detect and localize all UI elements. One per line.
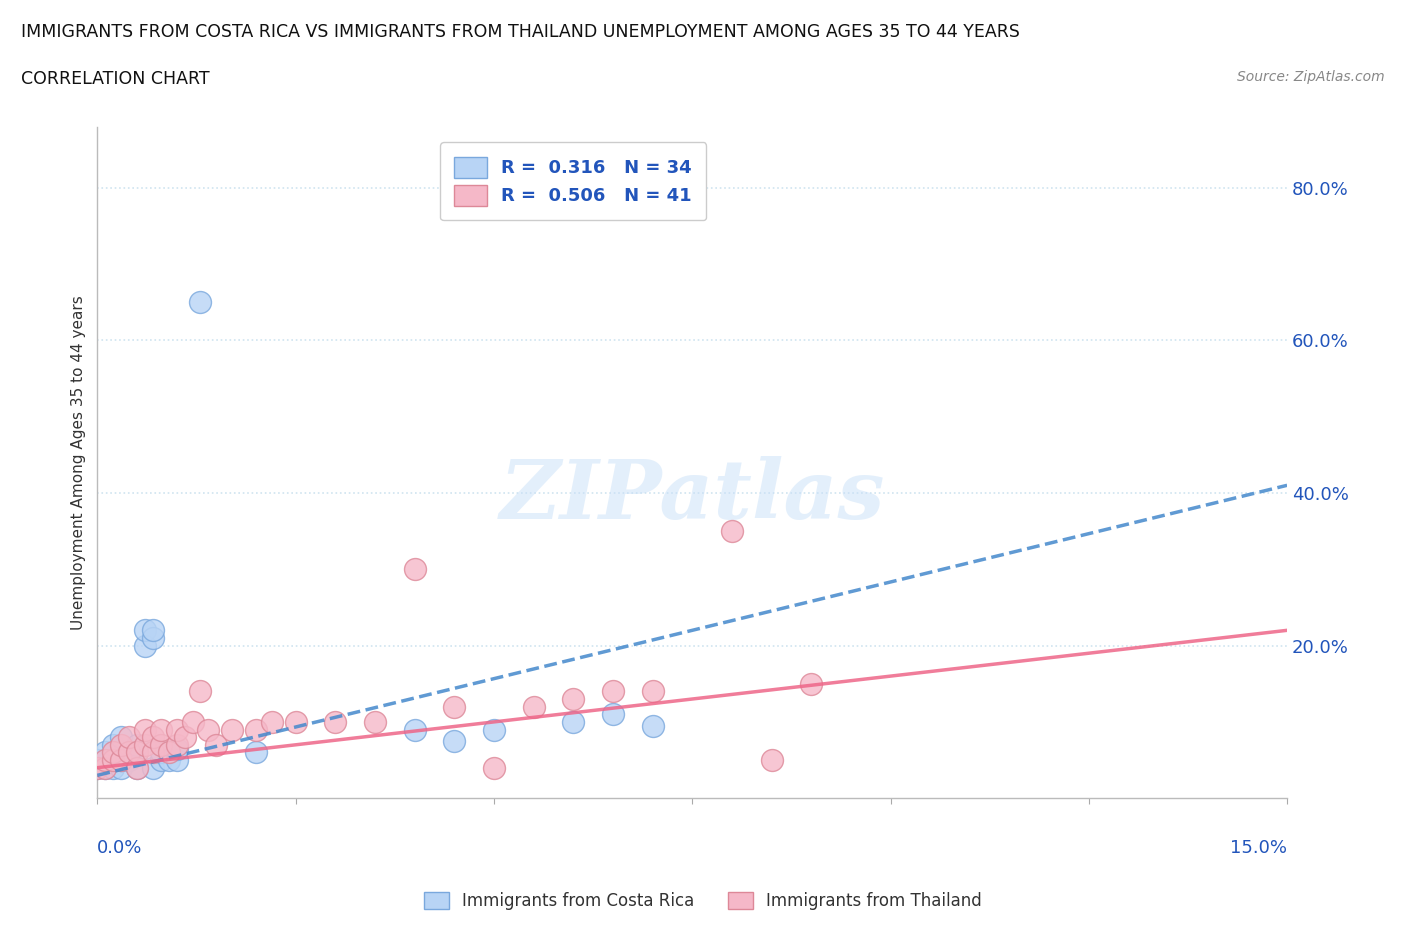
Point xyxy=(166,752,188,767)
Point xyxy=(125,745,148,760)
Point xyxy=(260,714,283,729)
Point xyxy=(110,730,132,745)
Point xyxy=(118,730,141,745)
Point xyxy=(110,752,132,767)
Point xyxy=(103,737,125,752)
Point xyxy=(800,676,823,691)
Point xyxy=(149,745,172,760)
Point xyxy=(142,760,165,775)
Point xyxy=(602,684,624,698)
Point xyxy=(443,734,465,749)
Point xyxy=(134,737,156,752)
Point xyxy=(364,714,387,729)
Point xyxy=(103,752,125,767)
Point xyxy=(562,714,585,729)
Point xyxy=(761,752,783,767)
Point xyxy=(245,722,267,737)
Point xyxy=(94,745,117,760)
Point xyxy=(142,623,165,638)
Point xyxy=(166,737,188,752)
Point xyxy=(245,745,267,760)
Point xyxy=(157,752,180,767)
Point xyxy=(134,638,156,653)
Point xyxy=(125,737,148,752)
Point xyxy=(166,722,188,737)
Point xyxy=(323,714,346,729)
Point xyxy=(404,562,426,577)
Point xyxy=(103,745,125,760)
Point xyxy=(157,745,180,760)
Point xyxy=(94,752,117,767)
Point xyxy=(149,752,172,767)
Point xyxy=(190,295,212,310)
Point xyxy=(118,745,141,760)
Point xyxy=(602,707,624,722)
Text: CORRELATION CHART: CORRELATION CHART xyxy=(21,70,209,87)
Point xyxy=(103,752,125,767)
Point xyxy=(125,760,148,775)
Point xyxy=(221,722,243,737)
Point xyxy=(125,760,148,775)
Point xyxy=(482,722,505,737)
Point xyxy=(134,623,156,638)
Point xyxy=(103,760,125,775)
Point xyxy=(562,692,585,707)
Point xyxy=(205,737,228,752)
Point xyxy=(149,722,172,737)
Point xyxy=(134,722,156,737)
Text: 0.0%: 0.0% xyxy=(97,839,143,857)
Point xyxy=(86,752,108,767)
Legend: R =  0.316   N = 34, R =  0.506   N = 41: R = 0.316 N = 34, R = 0.506 N = 41 xyxy=(440,142,706,220)
Point xyxy=(142,730,165,745)
Point xyxy=(118,752,141,767)
Point xyxy=(166,741,188,756)
Point xyxy=(94,752,117,767)
Point xyxy=(149,737,172,752)
Point xyxy=(110,760,132,775)
Point xyxy=(721,524,744,538)
Point xyxy=(523,699,546,714)
Point xyxy=(404,722,426,737)
Point xyxy=(110,737,132,752)
Point xyxy=(197,722,219,737)
Point xyxy=(641,684,664,698)
Text: IMMIGRANTS FROM COSTA RICA VS IMMIGRANTS FROM THAILAND UNEMPLOYMENT AMONG AGES 3: IMMIGRANTS FROM COSTA RICA VS IMMIGRANTS… xyxy=(21,23,1019,41)
Point xyxy=(482,760,505,775)
Point xyxy=(110,752,132,767)
Point xyxy=(181,714,204,729)
Point xyxy=(142,631,165,645)
Text: 15.0%: 15.0% xyxy=(1230,839,1286,857)
Point xyxy=(284,714,307,729)
Point xyxy=(94,760,117,775)
Y-axis label: Unemployment Among Ages 35 to 44 years: Unemployment Among Ages 35 to 44 years xyxy=(72,295,86,630)
Legend: Immigrants from Costa Rica, Immigrants from Thailand: Immigrants from Costa Rica, Immigrants f… xyxy=(418,885,988,917)
Point xyxy=(86,760,108,775)
Point xyxy=(94,760,117,775)
Point xyxy=(173,730,195,745)
Point xyxy=(86,760,108,775)
Point xyxy=(190,684,212,698)
Point xyxy=(641,718,664,733)
Point xyxy=(125,745,148,760)
Point xyxy=(443,699,465,714)
Point xyxy=(142,745,165,760)
Text: ZIPatlas: ZIPatlas xyxy=(499,456,884,536)
Point xyxy=(118,745,141,760)
Text: Source: ZipAtlas.com: Source: ZipAtlas.com xyxy=(1237,70,1385,84)
